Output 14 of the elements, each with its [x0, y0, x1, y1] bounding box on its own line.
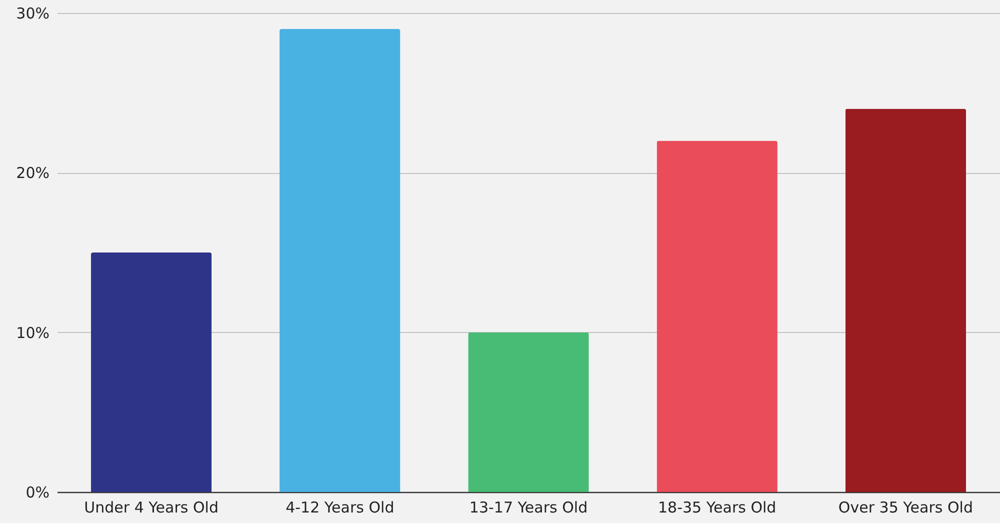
bar: [845, 108, 966, 492]
y-tick-label: 30%: [16, 4, 50, 22]
y-tick-label: 20%: [16, 164, 50, 182]
y-tick-label: 0%: [26, 484, 50, 502]
x-tick-label: 13-17 Years Old: [469, 498, 588, 516]
bar: [656, 140, 778, 492]
bar: [280, 28, 400, 492]
x-tick-label: 18-35 Years Old: [658, 498, 776, 516]
bar: [468, 332, 589, 492]
x-tick-label: 4-12 Years Old: [286, 498, 394, 516]
x-tick-label: Over 35 Years Old: [838, 498, 973, 516]
bar: [90, 252, 212, 492]
x-tick-label: Under 4 Years Old: [84, 498, 218, 516]
y-tick-label: 10%: [16, 324, 50, 342]
